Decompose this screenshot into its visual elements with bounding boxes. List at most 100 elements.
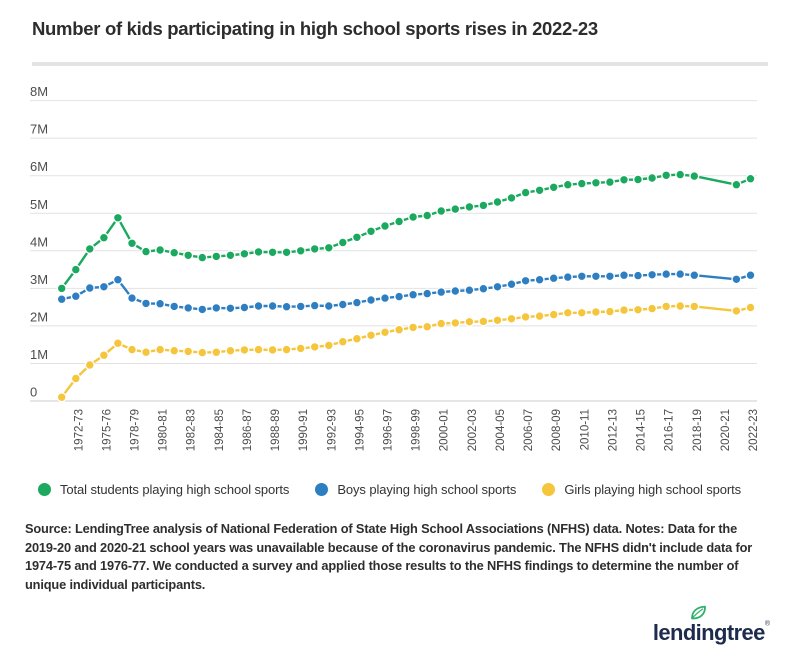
data-point	[632, 270, 644, 281]
x-tick-label: 2000-01	[439, 409, 451, 451]
data-point	[745, 173, 756, 184]
data-point	[534, 311, 545, 322]
registered-mark: ®	[764, 620, 770, 628]
data-point	[492, 196, 503, 208]
legend-item-boys: Boys playing high school sports	[315, 482, 516, 497]
data-point	[506, 313, 517, 324]
y-tick-label: 5M	[30, 197, 48, 212]
data-point	[84, 243, 95, 255]
data-point	[239, 344, 250, 356]
data-point	[323, 242, 334, 253]
data-point	[155, 244, 166, 256]
series-line	[60, 173, 752, 290]
data-point	[225, 303, 236, 314]
data-point	[183, 302, 194, 314]
data-point	[562, 307, 573, 318]
data-point	[267, 247, 278, 258]
data-point	[646, 172, 658, 184]
data-point	[408, 289, 419, 300]
data-point	[70, 264, 81, 275]
x-tick-label: 2022-23	[748, 409, 760, 451]
data-point	[295, 301, 306, 312]
data-point	[675, 169, 686, 180]
x-tick-label: 1990-91	[298, 409, 310, 451]
data-point	[478, 200, 489, 211]
data-point	[98, 281, 110, 292]
y-tick-label: 8M	[30, 84, 48, 99]
x-tick-label: 1984-85	[214, 409, 226, 451]
data-point	[590, 306, 602, 318]
data-point	[169, 345, 180, 356]
data-point	[337, 237, 348, 248]
data-point	[309, 243, 320, 255]
data-point	[253, 344, 264, 355]
y-tick-label: 1M	[30, 347, 48, 362]
y-tick-label: 3M	[30, 272, 48, 287]
data-point	[478, 316, 489, 327]
data-point	[478, 283, 489, 294]
data-point	[379, 220, 391, 232]
data-point	[548, 273, 559, 284]
data-point	[337, 336, 348, 347]
x-tick-label: 1986-87	[242, 409, 254, 451]
data-point	[197, 347, 208, 358]
data-point	[408, 211, 419, 223]
data-point	[675, 300, 686, 312]
x-tick-label: 1972-73	[73, 409, 85, 451]
data-point	[281, 247, 292, 258]
title-divider	[32, 62, 768, 66]
data-point	[126, 293, 138, 304]
data-point	[689, 270, 700, 281]
series-line	[60, 304, 752, 399]
data-point	[309, 341, 320, 353]
data-point	[140, 246, 152, 257]
logo-text: lendingtree	[652, 620, 766, 645]
data-point	[56, 294, 67, 305]
data-point	[436, 287, 447, 298]
x-tick-label: 1982-83	[186, 409, 198, 451]
legend-marker-boys-icon	[315, 483, 329, 496]
data-point	[506, 192, 517, 204]
y-tick-label: 0	[30, 385, 37, 400]
legend-marker-girls-icon	[542, 483, 556, 496]
x-tick-label: 1978-79	[129, 409, 141, 451]
data-point	[225, 250, 236, 261]
data-point	[618, 174, 630, 185]
legend-label-total: Total students playing high school sport…	[60, 482, 290, 497]
data-point	[562, 272, 573, 283]
y-tick-label: 2M	[30, 309, 48, 324]
data-point	[323, 340, 334, 351]
data-point	[126, 344, 138, 355]
data-point	[253, 246, 264, 258]
data-point	[661, 301, 672, 312]
data-point	[661, 170, 672, 181]
data-point	[112, 338, 124, 349]
data-point	[239, 248, 250, 259]
data-point	[365, 330, 377, 341]
data-point	[379, 327, 391, 338]
gridlines	[30, 100, 757, 402]
x-tick-label: 2016-17	[664, 409, 676, 451]
data-point	[84, 282, 95, 294]
x-tick-label: 2010-11	[579, 409, 591, 450]
y-tick-label: 4M	[30, 234, 48, 249]
data-point	[731, 274, 742, 285]
data-point	[323, 300, 334, 312]
data-point	[197, 304, 208, 315]
data-point	[281, 301, 292, 312]
data-point	[140, 298, 152, 309]
lendingtree-logo: lendingtree®	[652, 605, 770, 648]
data-point	[590, 271, 602, 282]
data-point	[351, 333, 363, 344]
data-point	[646, 269, 658, 280]
data-point	[632, 304, 644, 315]
data-point	[436, 318, 447, 329]
legend-item-total-students: Total students playing high school sport…	[38, 482, 289, 497]
data-point	[169, 247, 180, 258]
data-point	[590, 177, 602, 188]
data-point	[632, 174, 644, 185]
data-point	[98, 350, 110, 361]
legend-label-girls: Girls playing high school sports	[564, 482, 742, 497]
